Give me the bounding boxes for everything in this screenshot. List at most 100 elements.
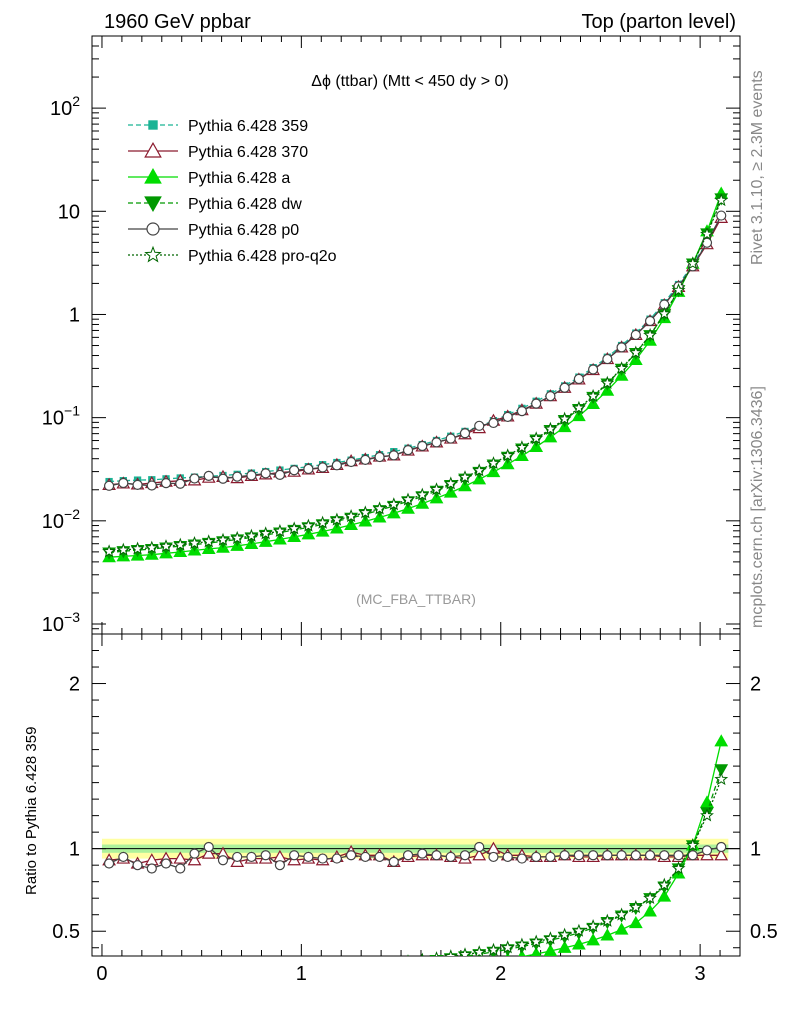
data-point [571,923,586,937]
data-point [359,968,371,978]
legend-item-proq2o: Pythia 6.428 pro-q2o [128,245,337,265]
data-point [588,364,599,375]
data-point [531,946,542,956]
data-point [700,226,714,241]
data-point [429,955,444,956]
ratio-panel: 0 1 2 3 0.5 0.5 1 1 2 2 [52,633,778,987]
ratio-series-dw [132,764,729,985]
data-point [260,850,271,861]
data-point [246,470,257,481]
data-point [388,450,399,461]
data-point [160,974,172,984]
y-tick-label: 102 [50,93,80,120]
ratio-frame [91,633,741,957]
data-point [516,406,528,417]
data-point [502,411,513,423]
data-point [529,934,544,948]
data-point [345,456,357,468]
plot-title: Δϕ (ttbar) (Mtt < 450 dy > 0) [311,73,509,90]
data-point [260,468,271,479]
data-point [472,848,487,861]
data-point [345,850,357,861]
y-tick-label: 10−3 [42,609,80,636]
data-point [303,851,314,863]
data-point [714,734,729,747]
y-tick-label: 10−2 [42,506,80,533]
data-point [244,528,259,542]
data-point [459,850,471,861]
data-point [359,963,371,973]
data-point [144,167,162,184]
data-point [203,975,215,985]
data-point [201,846,216,859]
data-point [659,850,670,861]
data-point [500,940,515,954]
data-point [616,342,627,353]
ratio-series-p0 [103,841,727,874]
data-point [643,904,657,917]
data-point [402,965,414,975]
data-point [144,196,162,213]
data-point [459,959,471,969]
ratio-y-axis-label: Ratio to Pythia 6.428 359 [23,727,40,895]
data-point [374,958,385,969]
data-point [132,479,143,490]
data-point [431,962,443,972]
data-point [630,850,641,861]
data-point [421,952,424,956]
series-proq2o [102,193,729,558]
data-point [472,463,487,477]
data-point [388,960,400,970]
data-point [189,976,201,986]
data-point [644,315,656,327]
data-point [118,477,129,489]
data-point [144,540,159,554]
data-point [360,851,371,863]
data-point [331,970,343,980]
y-tick-label: 1 [69,304,80,326]
data-point [187,853,202,866]
data-point [246,851,257,863]
data-point [203,841,214,853]
data-point [203,470,214,481]
data-point [103,858,115,869]
data-point [417,848,428,859]
legend-item-dw: Pythia 6.428 dw [128,196,302,213]
data-point [175,478,186,489]
data-point [174,976,186,986]
ratio-series-proq2o [146,772,729,983]
data-point [132,975,144,985]
data-point [474,420,485,431]
legend-label: Pythia 6.428 370 [188,144,308,161]
data-point [102,544,117,558]
data-point [317,971,329,981]
mcplots-label: mcplots.cern.ch [arXiv:1306.3436] [749,386,766,628]
data-point [374,967,386,977]
data-point [559,382,570,393]
data-point [260,969,272,979]
data-point [443,949,458,956]
data-point [571,937,586,950]
data-point [616,850,627,861]
data-point [388,966,400,976]
data-point [331,460,342,471]
data-point [358,505,373,519]
data-point [643,327,657,342]
data-point [372,501,387,515]
data-point [543,421,558,435]
data-point [614,922,629,935]
data-point [160,478,172,489]
data-point [360,454,371,465]
data-point [189,473,200,484]
data-point [459,428,471,439]
data-point [586,918,601,933]
data-point [445,433,456,444]
data-point [515,937,529,951]
data-point [246,974,258,984]
ratio-series-line [449,779,722,956]
data-point [160,977,172,987]
data-point [146,972,157,983]
data-point [402,850,414,861]
data-point [232,471,243,482]
data-point [486,456,501,470]
